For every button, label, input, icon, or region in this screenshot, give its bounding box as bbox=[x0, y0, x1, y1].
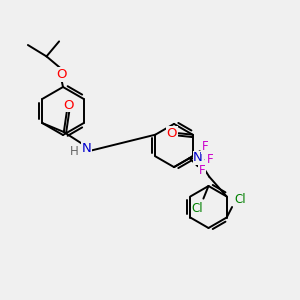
Text: O: O bbox=[56, 68, 67, 81]
Text: O: O bbox=[63, 98, 74, 112]
Text: F: F bbox=[199, 164, 206, 177]
Text: H: H bbox=[70, 145, 79, 158]
Text: Cl: Cl bbox=[234, 193, 246, 206]
Text: Cl: Cl bbox=[192, 202, 203, 215]
Text: N: N bbox=[81, 142, 91, 155]
Text: O: O bbox=[167, 127, 177, 140]
Text: F: F bbox=[207, 153, 213, 166]
Text: N: N bbox=[193, 151, 203, 164]
Text: F: F bbox=[202, 140, 208, 153]
